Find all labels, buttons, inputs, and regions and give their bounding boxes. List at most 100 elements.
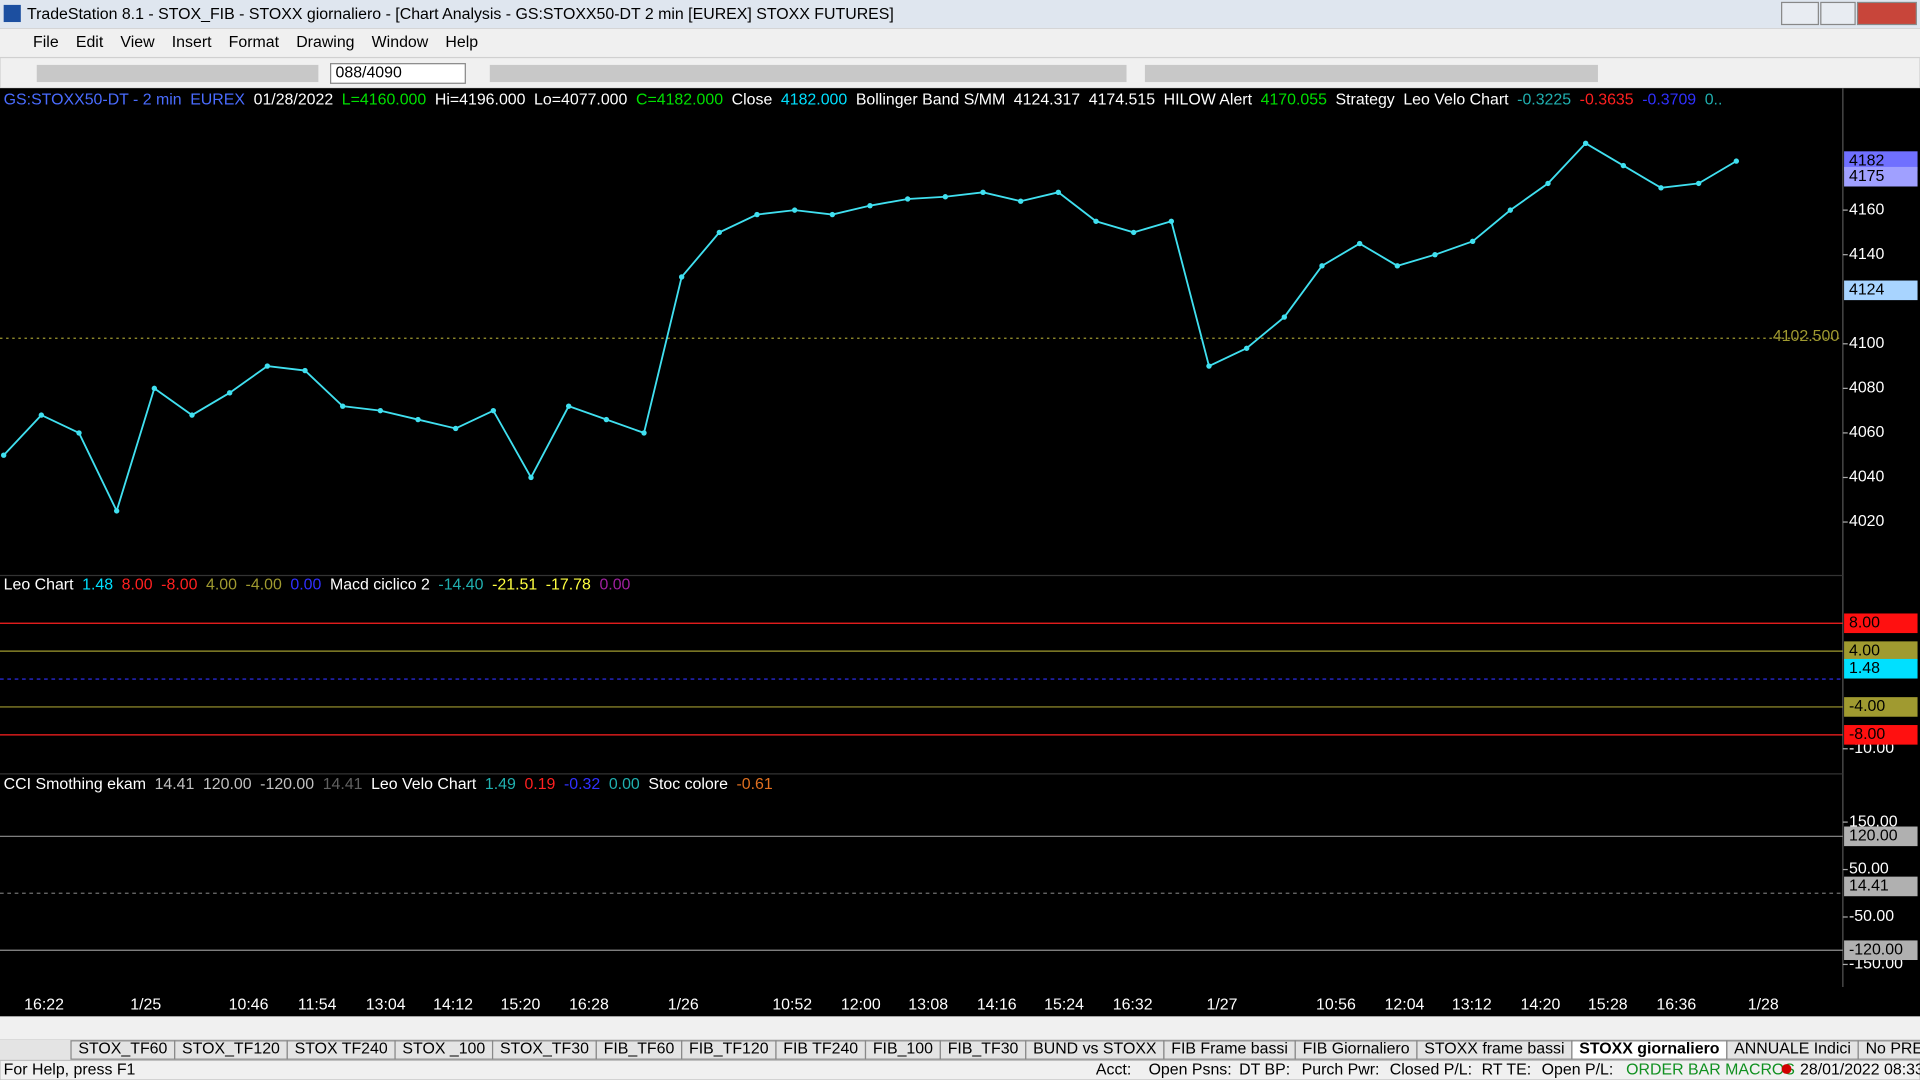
- value-box: [1844, 940, 1918, 961]
- window-title: TradeStation 8.1 - STOX_FIB - STOXX gior…: [27, 6, 894, 23]
- x-tick-label: 1/27: [1207, 997, 1238, 1014]
- tab-label[interactable]: STOXX giornaliero: [1579, 1041, 1720, 1058]
- menu-item[interactable]: File: [33, 34, 59, 51]
- tab-label[interactable]: FIB_TF120: [689, 1041, 769, 1058]
- x-tick-label: 16:28: [569, 997, 609, 1014]
- tab-label[interactable]: FIB_TF60: [604, 1041, 675, 1058]
- legend-text: 120.00: [203, 776, 252, 793]
- price-point: [829, 211, 836, 218]
- legend-text: 0.00: [609, 776, 640, 793]
- status-help: For Help, press F1: [4, 1061, 136, 1078]
- legend-text: -8.00: [161, 577, 197, 594]
- tab-label[interactable]: FIB Frame bassi: [1171, 1041, 1288, 1058]
- price-point: [980, 189, 986, 195]
- legend-text: Close: [732, 92, 773, 109]
- status: For Help, press F1 Acct: Open Psns: DT BP: P…: [4, 1061, 1920, 1078]
- x-tick-label: 10:46: [229, 997, 269, 1014]
- menu-item[interactable]: Insert: [172, 34, 212, 51]
- toolbar-buttons[interactable]: [489, 64, 1127, 83]
- y-tick-label: 4140: [1849, 246, 1885, 263]
- value-box: [1844, 876, 1918, 897]
- tab-label[interactable]: STOX_TF120: [182, 1041, 280, 1058]
- price-point: [565, 403, 572, 409]
- y-tick-label: 4100: [1849, 335, 1885, 352]
- close-button[interactable]: [1856, 1, 1917, 26]
- x-tick-label: 15:28: [1588, 997, 1628, 1014]
- tab-label[interactable]: FIB Giornaliero: [1303, 1041, 1410, 1058]
- legend-text: 14.41: [155, 776, 195, 793]
- price-point: [38, 412, 45, 418]
- price-point: [1356, 240, 1363, 247]
- symbol-box-text: 088/4090: [336, 65, 402, 82]
- value-box: [1844, 166, 1918, 187]
- scrollbar[interactable]: [0, 1016, 1920, 1040]
- tab-label[interactable]: STOX _100: [402, 1041, 485, 1058]
- price-point: [1319, 263, 1325, 269]
- menu-item[interactable]: View: [120, 34, 155, 51]
- value-box-label: 4182: [1849, 152, 1885, 169]
- price-point: [1695, 180, 1702, 187]
- legend-text: 8.00: [122, 577, 153, 594]
- tab-label[interactable]: FIB_100: [873, 1041, 933, 1058]
- price-point: [1658, 185, 1664, 191]
- legend-text: 01/28/2022: [254, 92, 334, 109]
- legend-text: Leo Velo Chart: [371, 776, 477, 793]
- x-tick-label: 14:12: [433, 997, 473, 1014]
- menu-item[interactable]: Edit: [76, 34, 104, 51]
- tab-label[interactable]: STOX TF240: [295, 1041, 388, 1058]
- price-point: [1206, 363, 1212, 369]
- value-box-label: -120.00: [1849, 941, 1903, 958]
- x-tick-label: 15:20: [501, 997, 541, 1014]
- tab-label[interactable]: ANNUALE Indici: [1734, 1041, 1851, 1058]
- symbol-box[interactable]: [330, 63, 466, 84]
- price-point: [76, 430, 82, 436]
- price-point: [867, 202, 873, 209]
- legend-text: Leo Velo Chart: [1403, 92, 1509, 109]
- menu-item[interactable]: Window: [372, 34, 429, 51]
- price-point: [415, 416, 421, 423]
- tab[interactable]: [1857, 1040, 1920, 1060]
- status-field: Open Psns:: [1149, 1061, 1232, 1078]
- x-tick-label: 10:52: [772, 997, 812, 1014]
- value-box-label: -4.00: [1849, 698, 1885, 715]
- legend-text: Leo Chart: [4, 577, 74, 594]
- menu-item[interactable]: Help: [445, 34, 478, 51]
- value-box: [1844, 641, 1918, 661]
- legend-text: 1.48: [82, 577, 113, 594]
- legend-text: 4174.515: [1089, 92, 1155, 109]
- x-tick-label: 15:24: [1044, 997, 1084, 1014]
- price-point: [264, 363, 271, 369]
- maximize-button[interactable]: [1820, 1, 1856, 26]
- value-box: [1844, 151, 1918, 171]
- tab-label[interactable]: STOX_TF60: [78, 1041, 167, 1058]
- tab-label[interactable]: FIB TF240: [783, 1041, 858, 1058]
- price-point: [339, 403, 346, 409]
- tab-label[interactable]: FIB_TF30: [948, 1041, 1019, 1058]
- menu-item[interactable]: Drawing: [296, 34, 354, 51]
- toolbar-buttons[interactable]: [1144, 64, 1598, 83]
- value-box-label: 4124: [1849, 282, 1885, 299]
- tab-label[interactable]: No PREZZI: [1866, 1041, 1920, 1058]
- legend-text: 4170.055: [1261, 92, 1327, 109]
- x-tick-label: 12:00: [841, 997, 881, 1014]
- value-box: [1844, 613, 1918, 634]
- tab-label[interactable]: STOXX frame bassi: [1424, 1041, 1564, 1058]
- legend-text: -21.51: [492, 577, 537, 594]
- menu-item[interactable]: Format: [229, 34, 280, 51]
- legend-text: 4.00: [206, 577, 237, 594]
- x-tick-label: 1/28: [1748, 997, 1779, 1014]
- tab-label[interactable]: STOX_TF30: [500, 1041, 589, 1058]
- legend-text: 4182.000: [781, 92, 847, 109]
- price-point: [528, 474, 534, 481]
- price-point: [226, 390, 233, 396]
- price-point: [716, 229, 723, 236]
- minimize-button[interactable]: [1781, 1, 1819, 26]
- price-point: [113, 508, 120, 514]
- toolbar-buttons[interactable]: [36, 64, 319, 83]
- legend-text: 0.00: [599, 577, 630, 594]
- y-tick-label: 4020: [1849, 513, 1885, 530]
- legend-text: -0.3225: [1517, 92, 1571, 109]
- legend-text: Macd ciclico 2: [330, 577, 430, 594]
- tab-label[interactable]: BUND vs STOXX: [1033, 1041, 1157, 1058]
- price-point: [1733, 158, 1740, 164]
